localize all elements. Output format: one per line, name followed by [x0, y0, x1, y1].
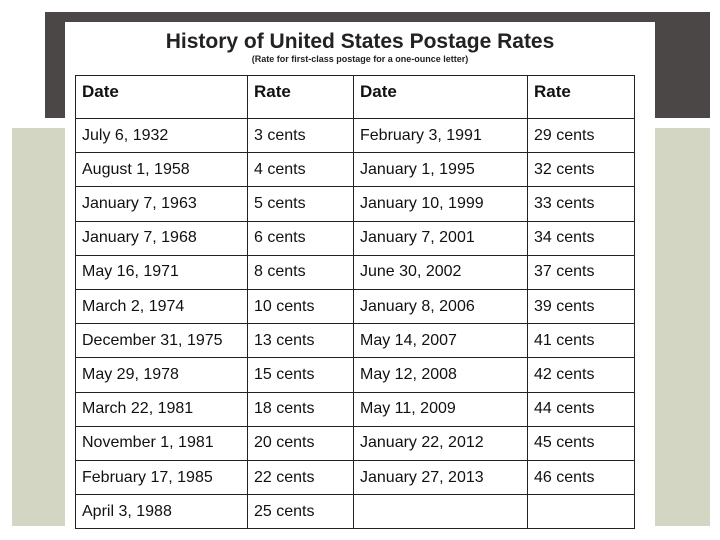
title: History of United States Postage Rates — [165, 30, 555, 53]
table-cell: May 29, 1978 — [75, 357, 248, 393]
table-cell: 22 cents — [247, 460, 354, 496]
table-cell: January 10, 1999 — [353, 186, 528, 222]
table-cell: April 3, 1988 — [75, 494, 248, 530]
table-cell: 4 cents — [247, 152, 354, 188]
table-cell: 33 cents — [527, 186, 635, 222]
table-cell: June 30, 2002 — [353, 254, 528, 290]
table-cell: 42 cents — [527, 357, 635, 393]
table-cell: 34 cents — [527, 220, 635, 256]
table-cell: 45 cents — [527, 425, 635, 461]
table-cell: January 7, 2001 — [353, 220, 528, 256]
table-cell: January 7, 1963 — [75, 186, 248, 222]
table-cell: January 7, 1968 — [75, 220, 248, 256]
subtitle: (Rate for first-class postage for a one-… — [251, 54, 469, 64]
table-cell: 13 cents — [247, 323, 354, 359]
table-cell: 5 cents — [247, 186, 354, 222]
table-cell: November 1, 1981 — [75, 425, 248, 461]
table-cell: January 1, 1995 — [353, 152, 528, 188]
table-cell: May 12, 2008 — [353, 357, 528, 393]
table-cell: July 6, 1932 — [75, 118, 248, 154]
table-cell: 6 cents — [247, 220, 354, 256]
table-cell: August 1, 1958 — [75, 152, 248, 188]
table-cell: 25 cents — [247, 494, 354, 530]
column-header: Date — [75, 75, 248, 119]
empty-cell — [527, 494, 635, 530]
table-cell: 32 cents — [527, 152, 635, 188]
table-cell: 18 cents — [247, 391, 354, 427]
table-cell: January 8, 2006 — [353, 289, 528, 325]
table-cell: 10 cents — [247, 289, 354, 325]
table-cell: 8 cents — [247, 254, 354, 290]
table-cell: January 22, 2012 — [353, 425, 528, 461]
table-cell: 3 cents — [247, 118, 354, 154]
table-cell: 41 cents — [527, 323, 635, 359]
table-cell: March 22, 1981 — [75, 391, 248, 427]
table-cell: 20 cents — [247, 425, 354, 461]
column-header: Rate — [527, 75, 635, 119]
column-header: Rate — [247, 75, 354, 119]
table-cell: 39 cents — [527, 289, 635, 325]
empty-cell — [353, 494, 528, 530]
table-cell: 37 cents — [527, 254, 635, 290]
table-cell: 44 cents — [527, 391, 635, 427]
table-cell: March 2, 1974 — [75, 289, 248, 325]
table-cell: December 31, 1975 — [75, 323, 248, 359]
table-cell: January 27, 2013 — [353, 460, 528, 496]
table-cell: February 3, 1991 — [353, 118, 528, 154]
table-cell: 15 cents — [247, 357, 354, 393]
table-cell: May 11, 2009 — [353, 391, 528, 427]
table-image: History of United States Postage Rates (… — [65, 22, 655, 535]
table-cell: May 16, 1971 — [75, 254, 248, 290]
table-cell: May 14, 2007 — [353, 323, 528, 359]
table-cell: 46 cents — [527, 460, 635, 496]
table-cell: February 17, 1985 — [75, 460, 248, 496]
column-header: Date — [353, 75, 528, 119]
table-cell: 29 cents — [527, 118, 635, 154]
